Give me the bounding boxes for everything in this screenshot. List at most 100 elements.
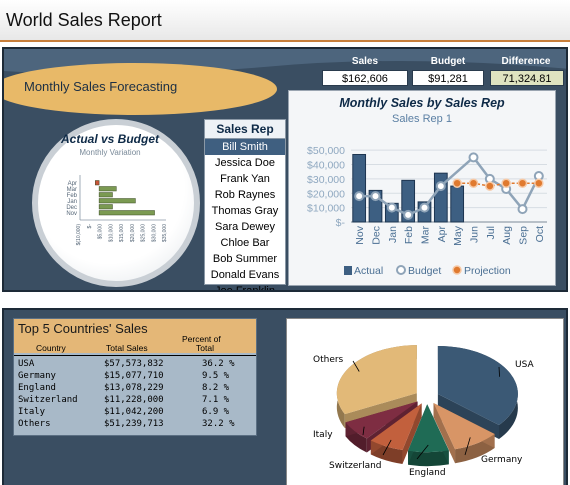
- budget-point: [517, 204, 528, 215]
- gauge-month-label: Mar: [67, 187, 77, 193]
- projection-point: [485, 181, 495, 191]
- monthly-chart-subtitle: Sales Rep 1: [392, 113, 452, 125]
- monthly-chart-plot: $50,000 $40,000 $30,000 $20,000 $10,000 $- Nov…: [307, 145, 547, 246]
- table-header: [14, 319, 256, 353]
- actual-bar: [433, 172, 448, 223]
- gauge-x-tick-label: $5,000: [98, 224, 104, 240]
- title-bar: World Sales Report: [0, 0, 570, 42]
- legend-projection-swatch: [452, 265, 462, 275]
- pie-slice: [433, 403, 495, 450]
- legend-actual-label: Actual: [354, 265, 383, 277]
- budget-point: [354, 191, 365, 202]
- monthly-chart-title: Monthly Sales by Sales Rep: [339, 96, 505, 110]
- pie-label: Germany: [481, 455, 523, 465]
- table-row: England $13,078,229 8.2 %: [14, 383, 256, 395]
- cell-percent: 9.5 %: [202, 371, 230, 381]
- sales-rep-item[interactable]: Bob Summer: [212, 253, 278, 265]
- y-tick-label: $50,000: [307, 145, 345, 157]
- cell-country: Italy: [18, 407, 46, 417]
- projection-line: [457, 182, 539, 187]
- pie-leader-line: [382, 439, 392, 456]
- gauge-month-label: Feb: [67, 193, 78, 199]
- col-country: Country: [36, 343, 66, 353]
- table-row: Others $51,239,713 32.2 %: [14, 419, 256, 431]
- x-tick-label: Aug: [501, 226, 513, 245]
- gauge-month-label: Jan: [67, 199, 77, 205]
- sales-rep-item[interactable]: Frank Yan: [220, 173, 270, 185]
- cell-country: USA: [18, 359, 35, 369]
- budget-point: [468, 152, 479, 163]
- projection-point: [501, 178, 511, 188]
- table-row: USA $57,573,832 36.2 %: [14, 359, 256, 371]
- table-row: Italy $11,042,200 6.9 %: [14, 407, 256, 419]
- gauge-x-tick-label: $20,000: [130, 224, 136, 242]
- x-tick-label: Jan: [387, 226, 399, 243]
- table-divider: [14, 355, 256, 356]
- x-tick-label: Feb: [403, 226, 415, 244]
- cell-percent: 32.2 %: [202, 419, 235, 429]
- sales-rep-item[interactable]: Bill Smith: [205, 139, 285, 155]
- gauge-x-tick-label: $-: [87, 224, 93, 229]
- x-tick-label: Dec: [371, 226, 383, 245]
- cell-percent: 36.2 %: [202, 359, 235, 369]
- sales-rep-item[interactable]: Chloe Bar: [220, 237, 270, 249]
- y-tick-label: $10,000: [307, 203, 345, 215]
- projection-point: [452, 178, 462, 188]
- cell-percent: 6.9 %: [202, 407, 230, 417]
- gauge-bar: [98, 186, 117, 192]
- sales-rep-item[interactable]: Rob Raynes: [214, 189, 276, 201]
- sales-rep-item[interactable]: Sara Dewey: [215, 221, 275, 233]
- table-row: Germany $15,077,710 9.5 %: [14, 371, 256, 383]
- x-tick-label: Apr: [436, 226, 448, 243]
- y-tick-label: $40,000: [307, 160, 345, 172]
- actual-bar: [352, 153, 367, 223]
- pie-slice-wall: [433, 403, 456, 464]
- cell-total-sales: $57,573,832: [104, 359, 164, 369]
- cell-total-sales: $11,042,200: [104, 407, 164, 417]
- sales-rep-header: Sales Rep: [205, 120, 285, 139]
- pie-slice: [336, 345, 417, 415]
- monthly-sales-chart: Monthly Sales by Sales Rep Sales Rep 1 $…: [288, 90, 556, 286]
- x-tick-label: May: [452, 225, 464, 246]
- legend-budget-swatch: [396, 265, 406, 275]
- legend-actual-swatch: [344, 266, 352, 275]
- sales-rep-item[interactable]: Donald Evans: [210, 269, 280, 281]
- table-title: Top 5 Countries' Sales: [18, 321, 148, 336]
- cell-country: England: [18, 383, 56, 393]
- gauge-bar: [98, 210, 155, 216]
- monthly-chart-legend: Actual Budget Projection: [344, 265, 511, 277]
- gauge-x-tick-label: $30,000: [151, 224, 157, 242]
- pie-label: England: [409, 468, 446, 478]
- pie-leader-line: [498, 366, 500, 377]
- cell-total-sales: $15,077,710: [104, 371, 164, 381]
- pie-slice-wall: [437, 393, 499, 439]
- sales-rep-item[interactable]: Jessica Doe: [215, 157, 275, 169]
- y-tick-label: $20,000: [307, 188, 345, 200]
- sales-kpi-value: $162,606: [322, 70, 408, 86]
- x-tick-label: Sep: [518, 226, 530, 245]
- cell-country: Germany: [18, 371, 56, 381]
- gauge-month-label: Apr: [68, 181, 77, 187]
- page-title: World Sales Report: [6, 10, 162, 30]
- sales-rep-list: Sales Rep Bill Smith Jessica Doe Frank Y…: [204, 119, 286, 290]
- difference-kpi-value: 71,324.81: [490, 70, 564, 86]
- gauge-x-tick-label: $(10,000): [76, 224, 82, 246]
- sales-rep-item[interactable]: Thomas Gray: [211, 205, 279, 217]
- y-tick-label: $-: [336, 217, 346, 229]
- x-tick-label: Nov: [354, 225, 366, 244]
- projection-point: [468, 178, 479, 188]
- cell-percent: 8.2 %: [202, 383, 230, 393]
- budget-point: [386, 202, 397, 213]
- sales-rep-item[interactable]: Joe Franklin: [215, 285, 275, 292]
- budget-kpi-value: $91,281: [412, 70, 484, 86]
- top-countries-table: Top 5 Countries' Sales Percent of Countr…: [13, 318, 257, 436]
- difference-kpi-label: Difference: [501, 56, 551, 67]
- budget-point: [435, 181, 446, 192]
- col-total-sales: Total Sales: [106, 343, 148, 353]
- x-tick-label: Oct: [534, 226, 546, 242]
- gauge-bar: [98, 192, 113, 198]
- gauge-x-tick-label: $15,000: [119, 224, 125, 242]
- cell-country: Switzerland: [18, 395, 78, 405]
- country-pie-chart: USA Germany England Switzerland Italy Others: [286, 318, 564, 485]
